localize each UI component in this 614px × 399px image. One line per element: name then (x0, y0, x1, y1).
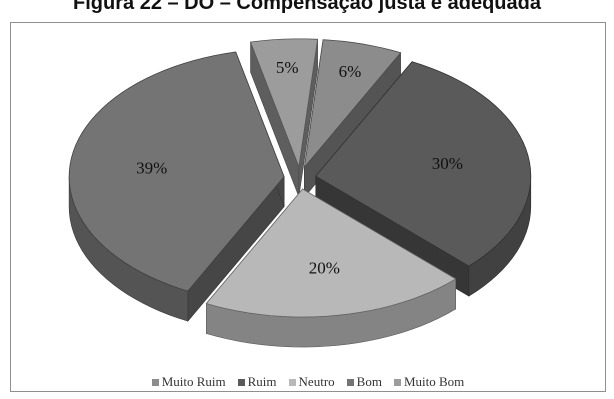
pie-slice-bom (68, 51, 285, 322)
pie-slice-top-muito-ruim (303, 39, 402, 169)
pie-slice-top-neutro (205, 188, 457, 318)
legend-label-muito-ruim: Muito Ruim (161, 374, 226, 389)
legend-item-ruim: Ruim (237, 374, 277, 390)
data-label-neutro: 20% (309, 258, 340, 277)
data-label-ruim: 30% (432, 154, 463, 173)
legend-swatch-muito-bom (393, 378, 401, 386)
legend-swatch-bom (346, 378, 354, 386)
data-label-muito-ruim: 6% (339, 62, 362, 81)
legend-item-neutro: Neutro (288, 374, 335, 390)
legend-item-muito-ruim: Muito Ruim (151, 374, 226, 390)
legend-item-muito-bom: Muito Bom (393, 374, 465, 390)
legend-label-bom: Bom (356, 374, 382, 389)
legend-label-muito-bom: Muito Bom (403, 374, 465, 389)
data-label-bom: 39% (136, 158, 167, 177)
chart-legend: Muito Ruim Ruim Neutro Bom Muito Bom (10, 372, 606, 392)
data-label-muito-bom: 5% (276, 58, 299, 77)
legend-swatch-muito-ruim (151, 378, 159, 386)
pie-slice-muito-bom (249, 38, 319, 197)
legend-label-ruim: Ruim (247, 374, 277, 389)
pie-slice-top-ruim (315, 61, 532, 267)
pie-slice-neutro (205, 188, 457, 348)
pie-slice-top-bom (68, 51, 285, 292)
legend-swatch-neutro (288, 378, 296, 386)
legend-label-neutro: Neutro (298, 374, 335, 389)
legend-item-bom: Bom (346, 374, 382, 390)
figure-caption: Figura 22 – DO – Compensação justa e ade… (73, 0, 541, 14)
pie-slice-top-muito-bom (249, 38, 319, 169)
legend-swatch-ruim (237, 378, 245, 386)
